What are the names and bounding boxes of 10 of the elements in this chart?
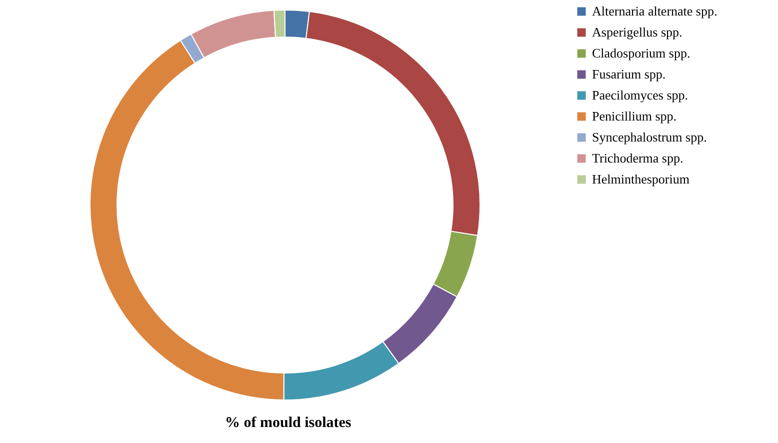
legend-label: Paecilomyces spp. [592,88,688,102]
legend-label: Asperigellus spp. [592,24,682,40]
text: % of mould isolates [225,415,352,431]
legend-label: Penicillium spp. [592,108,676,124]
legend-label: Syncephalostrum spp. [592,130,707,144]
legend-label: Trichoderma spp. [592,150,684,166]
legend-label: Helminthesporium [592,172,690,186]
legend-label: Alternaria alternate spp. [592,4,718,18]
legend-label: Cladosporium spp. [592,46,690,60]
legend-label: Fusarium spp. [592,66,666,82]
